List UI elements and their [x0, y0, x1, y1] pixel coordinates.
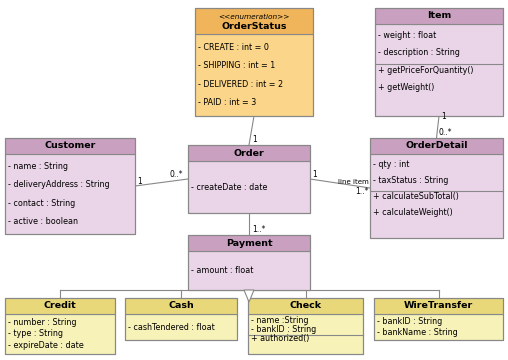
Text: - SHIPPING : int = 1: - SHIPPING : int = 1 — [198, 61, 275, 70]
Text: - qty : int: - qty : int — [373, 161, 409, 170]
Bar — [374, 298, 503, 340]
Text: - bankID : String: - bankID : String — [377, 317, 442, 326]
Text: 1..*: 1..* — [355, 187, 368, 196]
Bar — [195, 34, 313, 116]
Text: Check: Check — [290, 302, 322, 310]
Text: Order: Order — [234, 148, 264, 158]
Bar — [5, 314, 115, 354]
Bar — [248, 298, 363, 314]
Bar — [188, 161, 310, 213]
Bar — [188, 251, 310, 290]
Text: - taxStatus : String: - taxStatus : String — [373, 176, 449, 185]
Bar — [5, 154, 135, 234]
Text: OrderDetail: OrderDetail — [405, 141, 468, 150]
Text: Customer: Customer — [44, 141, 96, 150]
Text: 0..*: 0..* — [170, 170, 183, 179]
Text: - bankID : String: - bankID : String — [251, 325, 316, 334]
Bar — [125, 298, 237, 314]
Text: <<enumeration>>: <<enumeration>> — [218, 14, 290, 20]
Bar — [374, 298, 503, 314]
Bar — [188, 235, 310, 251]
Text: - DELIVERED : int = 2: - DELIVERED : int = 2 — [198, 80, 283, 89]
Text: Credit: Credit — [44, 302, 76, 310]
Text: - createDate : date: - createDate : date — [191, 183, 267, 192]
Text: 1: 1 — [441, 112, 446, 121]
Bar — [125, 314, 237, 340]
Polygon shape — [244, 290, 254, 302]
Bar — [188, 145, 310, 213]
Bar — [370, 154, 503, 238]
Text: - CREATE : int = 0: - CREATE : int = 0 — [198, 42, 269, 51]
Bar — [370, 138, 503, 238]
Bar — [375, 8, 503, 116]
Bar — [195, 8, 313, 34]
Bar — [248, 298, 363, 354]
Text: WireTransfer: WireTransfer — [404, 302, 473, 310]
Text: - name :String: - name :String — [251, 316, 308, 325]
Text: + getWeight(): + getWeight() — [378, 84, 434, 93]
Text: - type : String: - type : String — [8, 329, 63, 338]
Text: - name : String: - name : String — [8, 162, 68, 171]
Text: - amount : float: - amount : float — [191, 266, 253, 275]
Bar — [188, 145, 310, 161]
Text: Cash: Cash — [168, 302, 194, 310]
Bar — [370, 138, 503, 154]
Bar — [5, 138, 135, 154]
Bar — [374, 314, 503, 340]
Text: - active : boolean: - active : boolean — [8, 217, 78, 226]
Text: + authorized(): + authorized() — [251, 334, 309, 343]
Text: - contact : String: - contact : String — [8, 199, 75, 208]
Text: - PAID : int = 3: - PAID : int = 3 — [198, 98, 256, 107]
Bar — [5, 298, 115, 314]
Bar — [375, 8, 503, 24]
Text: - cashTendered : float: - cashTendered : float — [128, 323, 215, 332]
Text: - deliveryAddress : String: - deliveryAddress : String — [8, 180, 110, 189]
Text: - number : String: - number : String — [8, 318, 77, 327]
Text: Item: Item — [427, 12, 451, 21]
Text: + calculateWeight(): + calculateWeight() — [373, 208, 453, 217]
Bar — [195, 8, 313, 116]
Bar — [5, 138, 135, 234]
Text: + calculateSubTotal(): + calculateSubTotal() — [373, 192, 459, 201]
Text: - description : String: - description : String — [378, 49, 460, 58]
Text: 1..*: 1..* — [252, 225, 265, 234]
Bar — [188, 235, 310, 290]
Text: 1: 1 — [252, 135, 257, 144]
Text: 0..*: 0..* — [438, 128, 452, 137]
Bar — [375, 24, 503, 116]
Text: Payment: Payment — [226, 238, 272, 248]
Text: - expireDate : date: - expireDate : date — [8, 341, 84, 350]
Text: line item: line item — [338, 179, 369, 185]
Text: + getPriceForQuantity(): + getPriceForQuantity() — [378, 66, 473, 75]
Text: - weight : float: - weight : float — [378, 31, 436, 40]
Text: 1: 1 — [312, 170, 317, 179]
Text: - bankName : String: - bankName : String — [377, 328, 458, 337]
Text: OrderStatus: OrderStatus — [221, 22, 287, 31]
Bar — [125, 298, 237, 340]
Bar — [5, 298, 115, 354]
Bar — [248, 314, 363, 354]
Text: 1: 1 — [137, 177, 142, 186]
